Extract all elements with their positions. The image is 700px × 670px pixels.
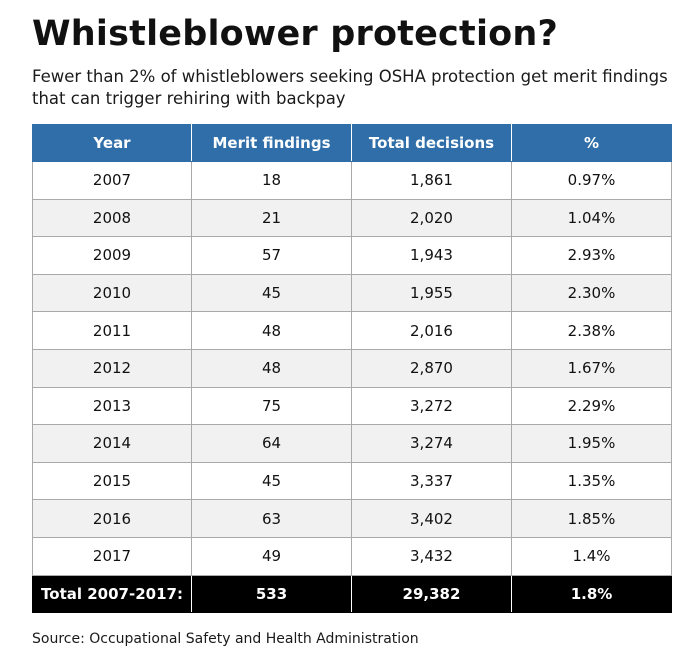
cell-year: 2013 <box>32 386 192 426</box>
cell-merit-findings: 48 <box>191 311 352 350</box>
table-row: 2013 75 3,272 2.29% <box>32 386 672 426</box>
cell-merit-findings: 57 <box>191 236 352 275</box>
cell-year: 2007 <box>32 161 192 200</box>
column-header-total-decisions: Total decisions <box>351 124 512 162</box>
table-header: Year Merit findings Total decisions % <box>32 124 672 162</box>
chart-title: Whistleblower protection? <box>32 14 559 54</box>
total-decisions: 29,382 <box>351 574 512 613</box>
total-row: Total 2007-2017: 533 29,382 1.8% <box>32 574 672 613</box>
table-row: 2016 63 3,402 1.85% <box>32 499 672 538</box>
cell-percent: 1.35% <box>511 461 672 501</box>
table-row: 2011 48 2,016 2.38% <box>32 311 672 350</box>
cell-total-decisions: 3,432 <box>351 536 512 576</box>
table-row: 2010 45 1,955 2.30% <box>32 273 672 313</box>
cell-total-decisions: 1,943 <box>351 236 512 275</box>
table-row: 2012 48 2,870 1.67% <box>32 348 672 388</box>
source-note: Source: Occupational Safety and Health A… <box>32 631 419 647</box>
cell-percent: 1.95% <box>511 424 672 463</box>
cell-year: 2009 <box>32 236 192 275</box>
cell-merit-findings: 21 <box>191 198 352 238</box>
cell-total-decisions: 3,337 <box>351 461 512 501</box>
cell-percent: 1.04% <box>511 198 672 238</box>
cell-year: 2015 <box>32 461 192 501</box>
cell-percent: 2.38% <box>511 311 672 350</box>
chart-subtitle: Fewer than 2% of whistleblowers seeking … <box>32 67 668 108</box>
cell-percent: 1.67% <box>511 348 672 388</box>
table-row: 2009 57 1,943 2.93% <box>32 236 672 275</box>
cell-year: 2011 <box>32 311 192 350</box>
cell-percent: 0.97% <box>511 161 672 200</box>
cell-percent: 2.30% <box>511 273 672 313</box>
column-header-percent: % <box>511 124 672 162</box>
cell-total-decisions: 1,861 <box>351 161 512 200</box>
cell-percent: 1.4% <box>511 536 672 576</box>
cell-year: 2012 <box>32 348 192 388</box>
cell-total-decisions: 2,020 <box>351 198 512 238</box>
cell-total-decisions: 3,402 <box>351 499 512 538</box>
cell-year: 2016 <box>32 499 192 538</box>
cell-total-decisions: 2,870 <box>351 348 512 388</box>
cell-merit-findings: 45 <box>191 273 352 313</box>
table-row: 2017 49 3,432 1.4% <box>32 536 672 576</box>
table-row: 2014 64 3,274 1.95% <box>32 424 672 463</box>
cell-merit-findings: 63 <box>191 499 352 538</box>
cell-year: 2017 <box>32 536 192 576</box>
cell-merit-findings: 45 <box>191 461 352 501</box>
cell-merit-findings: 75 <box>191 386 352 426</box>
column-header-merit-findings: Merit findings <box>191 124 352 162</box>
column-header-year: Year <box>32 124 192 162</box>
table-body: 2007 18 1,861 0.97% 2008 21 2,020 1.04% 2009 57 1,… <box>32 161 672 613</box>
data-table: Year Merit findings Total decisions % 20… <box>32 124 672 613</box>
cell-total-decisions: 3,272 <box>351 386 512 426</box>
cell-merit-findings: 18 <box>191 161 352 200</box>
cell-merit-findings: 49 <box>191 536 352 576</box>
table-row: 2007 18 1,861 0.97% <box>32 161 672 200</box>
cell-percent: 2.93% <box>511 236 672 275</box>
cell-total-decisions: 3,274 <box>351 424 512 463</box>
table-row: 2008 21 2,020 1.04% <box>32 198 672 238</box>
total-label: Total 2007-2017: <box>32 574 192 613</box>
cell-year: 2008 <box>32 198 192 238</box>
cell-year: 2010 <box>32 273 192 313</box>
total-percent: 1.8% <box>511 574 672 613</box>
cell-merit-findings: 64 <box>191 424 352 463</box>
table-row: 2015 45 3,337 1.35% <box>32 461 672 501</box>
cell-year: 2014 <box>32 424 192 463</box>
header-row: Year Merit findings Total decisions % <box>32 124 672 162</box>
cell-percent: 2.29% <box>511 386 672 426</box>
cell-total-decisions: 1,955 <box>351 273 512 313</box>
cell-merit-findings: 48 <box>191 348 352 388</box>
cell-percent: 1.85% <box>511 499 672 538</box>
total-merit-findings: 533 <box>191 574 352 613</box>
cell-total-decisions: 2,016 <box>351 311 512 350</box>
